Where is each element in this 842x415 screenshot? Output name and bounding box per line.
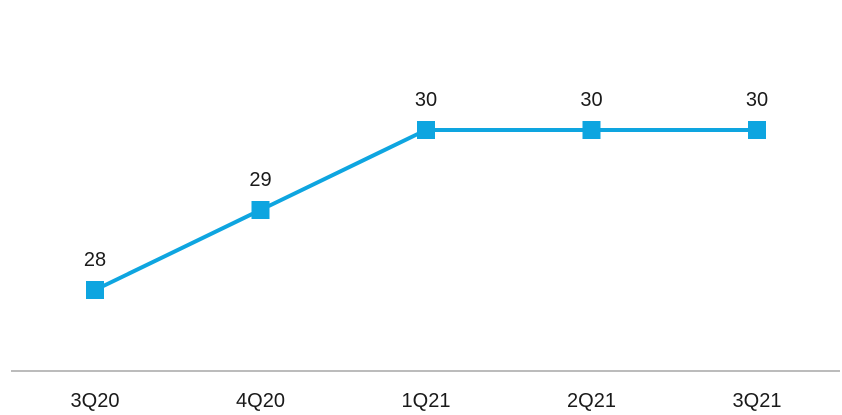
data-point-marker (417, 121, 435, 139)
data-labels: 28 29 30 30 30 (84, 89, 768, 271)
data-label: 28 (84, 249, 106, 271)
series-layer (86, 121, 766, 299)
data-label: 30 (580, 89, 602, 111)
x-axis-ticks: 3Q20 4Q20 1Q21 2Q21 3Q21 (71, 390, 782, 412)
data-point-marker (251, 201, 270, 219)
data-point-marker (582, 121, 601, 139)
x-tick-label: 3Q21 (733, 390, 782, 412)
x-tick-label: 2Q21 (567, 390, 616, 412)
data-label: 29 (249, 169, 271, 191)
series-line (94, 128, 757, 292)
data-label: 30 (746, 89, 768, 111)
data-point-marker (86, 281, 104, 299)
data-label: 30 (415, 89, 437, 111)
x-tick-label: 3Q20 (71, 390, 120, 412)
x-tick-label: 1Q21 (402, 390, 451, 412)
x-tick-label: 4Q20 (236, 390, 285, 412)
data-point-marker (748, 121, 766, 139)
